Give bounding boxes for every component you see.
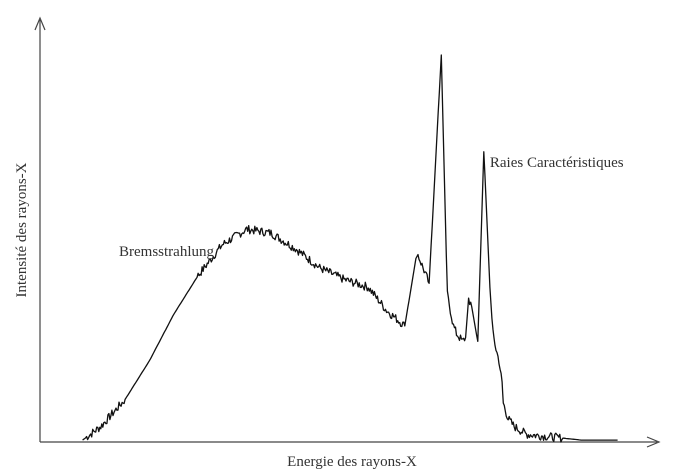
annotation-raies-caracteristiques: Raies Caractéristiques bbox=[490, 155, 624, 171]
x-axis-arrow bbox=[646, 436, 661, 448]
y-axis-arrow bbox=[34, 16, 46, 31]
series-layer bbox=[82, 54, 618, 443]
x-axis-label: Energie des rayons-X bbox=[287, 454, 417, 470]
annotation-bremsstrahlung: Bremsstrahlung bbox=[119, 244, 214, 260]
y-axis-label: Intensité des rayons-X bbox=[14, 162, 30, 297]
spectrum-line bbox=[82, 54, 618, 443]
